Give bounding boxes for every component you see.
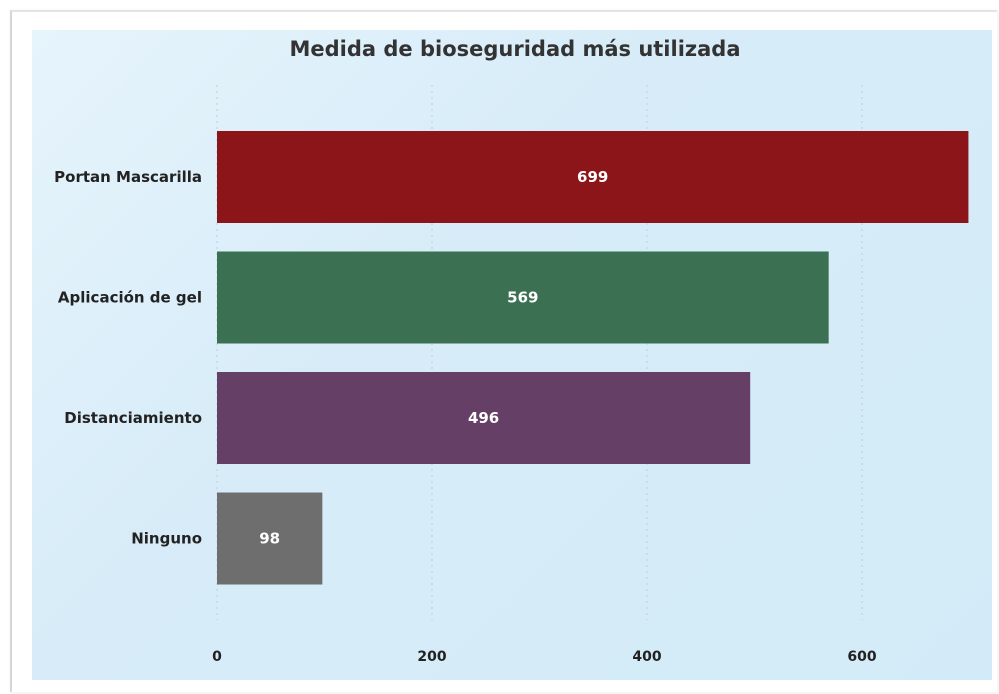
x-tick-label-600: 600 [847,649,876,665]
category-labels: Portan Mascarilla Aplicación de gel Distan… [54,168,202,548]
category-label-2: Aplicación de gel [58,289,202,307]
bar-1 [217,131,969,223]
category-label-4: Ninguno [131,530,202,548]
x-axis-ticks: 0 200 400 600 [212,649,877,665]
category-label-1: Portan Mascarilla [54,168,202,186]
x-tick-label-0: 0 [212,649,222,665]
data-label-3: 496 [468,409,499,427]
bar-4 [217,492,323,585]
data-label-4: 98 [259,530,280,548]
data-labels: 699 569 496 98 [259,168,608,548]
x-tick-label-200: 200 [417,649,446,665]
bar-2 [217,251,829,344]
chart-title: Medida de bioseguridad más utilizada [290,37,741,61]
category-label-3: Distanciamiento [64,409,202,427]
bar-3 [217,372,751,464]
x-tick-label-400: 400 [632,649,661,665]
bars [217,131,969,585]
data-label-1: 699 [577,168,608,186]
data-label-2: 569 [507,289,538,307]
